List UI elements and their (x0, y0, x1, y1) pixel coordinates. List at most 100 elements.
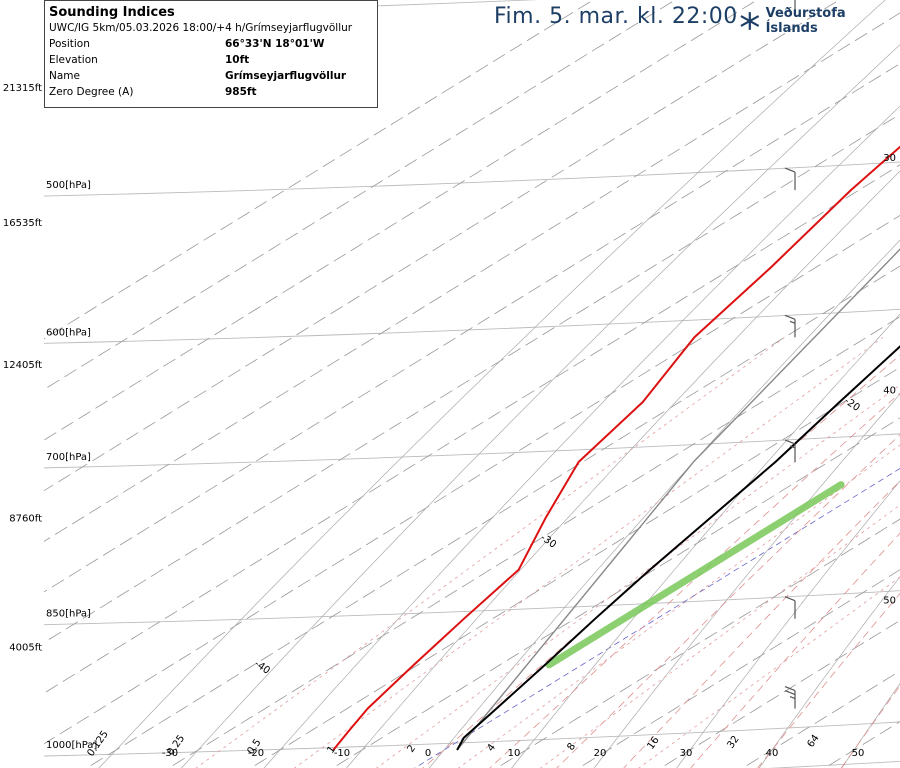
height-label: 16535ft (3, 218, 42, 229)
isotherm-bottom-label: -10 (334, 748, 350, 759)
info-value: 985ft (225, 86, 257, 98)
mixing-ratio-label: 32 (725, 734, 741, 751)
dewpoint-line (332, 145, 900, 751)
isotherm-bottom-label: 10 (508, 748, 521, 759)
height-label: 4005ft (9, 643, 42, 654)
logo-text: Veðurstofa Íslands (765, 6, 846, 36)
wind-barbs: TT (784, 0, 796, 709)
info-label: Elevation (49, 54, 98, 66)
info-value: Grímseyjarflugvöllur (225, 70, 347, 82)
snowflake-icon (740, 12, 760, 30)
wind-barb-half (789, 320, 796, 324)
wind-barb-half (789, 445, 796, 449)
isotherm-line (860, 0, 900, 768)
isotherm-right-label: 40 (883, 385, 896, 396)
dry-adiabat-line (98, 0, 886, 768)
panel-subtitle: UWC/IG 5km/05.03.2026 18:00/+4 h/Grímsey… (49, 22, 353, 34)
moist-adiabat-line (840, 685, 900, 768)
wind-barb-flag (784, 596, 796, 602)
dry-adiabat-line (841, 682, 900, 768)
info-row-name: Name Grímseyjarflugvöllur (49, 68, 373, 84)
info-label: Name (49, 70, 80, 82)
pressure-label: 600[hPa] (46, 327, 91, 338)
panel-title: Sounding Indices (49, 5, 175, 20)
isobar-line (44, 433, 900, 469)
mixing-ratio-label: 64 (805, 733, 821, 750)
moist-adiabat-line (623, 480, 900, 768)
pressure-label: 700[hPa] (46, 452, 91, 463)
isotherm-line (86, 265, 900, 768)
wind-barb (794, 0, 796, 10)
isotherm-line (332, 417, 900, 768)
isobar-line (768, 760, 900, 768)
vedurstofa-logo: Veðurstofa Íslands (738, 6, 900, 36)
dry-adiabat-line (676, 480, 900, 768)
info-row-zero-degree: Zero Degree (A) 985ft (49, 84, 373, 100)
dry-adiabat-line (428, 239, 900, 768)
mixing-ratio-line (540, 504, 900, 768)
isotherm-line (660, 619, 900, 768)
mixing-ratio-label: 8 (565, 741, 578, 753)
height-label: 21315ft (3, 83, 42, 94)
dry-adiabat-line (511, 313, 900, 768)
wind-barb-flag (784, 314, 796, 320)
isotherm-inline-label: -40 (252, 658, 272, 676)
isobar-line (44, 721, 900, 757)
info-value: 10ft (225, 54, 250, 66)
pressure-label: 1000[hPa] (46, 740, 97, 751)
isotherm-bottom-label: 40 (766, 748, 779, 759)
info-value: 66°33'N 18°01'W (225, 38, 325, 50)
axis-labels: 64580ft57745ft50365ft41950ft35895ft31140… (3, 0, 896, 759)
mixing-ratio-line (376, 384, 900, 768)
isotherm-inline-label: -30 (538, 532, 558, 550)
isobar-line (44, 161, 900, 197)
isotherm-line (742, 670, 900, 768)
wind-barb-flag (784, 439, 796, 445)
isobar-line (44, 590, 900, 626)
wind-barb-flag (784, 167, 796, 173)
wind-barb (784, 167, 796, 191)
moist-adiabat-line (422, 354, 900, 768)
wind-barb (784, 439, 796, 462)
wind-barb-flag (784, 686, 796, 692)
mixing-ratio-label: 2 (405, 743, 418, 755)
mixing-ratio-line (294, 337, 884, 768)
mixing-ratio-label: 4 (485, 742, 498, 754)
temperature-line (456, 345, 900, 751)
info-row-elevation: Elevation 10ft (49, 52, 373, 68)
isotherm-bottom-label: 50 (852, 748, 865, 759)
moist-adiabat-line (489, 392, 900, 768)
cloud-layer-band (545, 481, 845, 669)
isotherm-line (414, 467, 900, 768)
mixing-ratio-line (638, 576, 900, 768)
isotherm-right-label: 30 (883, 153, 896, 164)
moist-adiabat-line (690, 532, 900, 768)
mixing-ratio-line (458, 444, 900, 768)
isotherm-right-label: 50 (883, 595, 896, 606)
isotherm-line (496, 518, 900, 768)
sounding-indices-panel: Sounding Indices UWC/IG 5km/05.03.2026 1… (44, 0, 378, 108)
height-label: 8760ft (9, 514, 42, 525)
isotherm-line (250, 366, 900, 768)
dry-adiabat-line (181, 44, 900, 768)
isotherm-bottom-label: -20 (248, 748, 264, 759)
isobar-line (44, 308, 900, 344)
info-label: Zero Degree (A) (49, 86, 134, 98)
forecast-time-title: Fim. 5. mar. kl. 22:00 (494, 4, 738, 29)
isotherm-line (578, 569, 900, 768)
isotherm-bottom-label: 0 (425, 748, 431, 759)
parcel-path-line (456, 248, 900, 751)
pressure-label: 850[hPa] (46, 609, 91, 620)
mixing-ratio-label: 1 (325, 744, 338, 756)
isotherm-bottom-label: 20 (594, 748, 607, 759)
mixing-ratio-line (195, 337, 785, 768)
